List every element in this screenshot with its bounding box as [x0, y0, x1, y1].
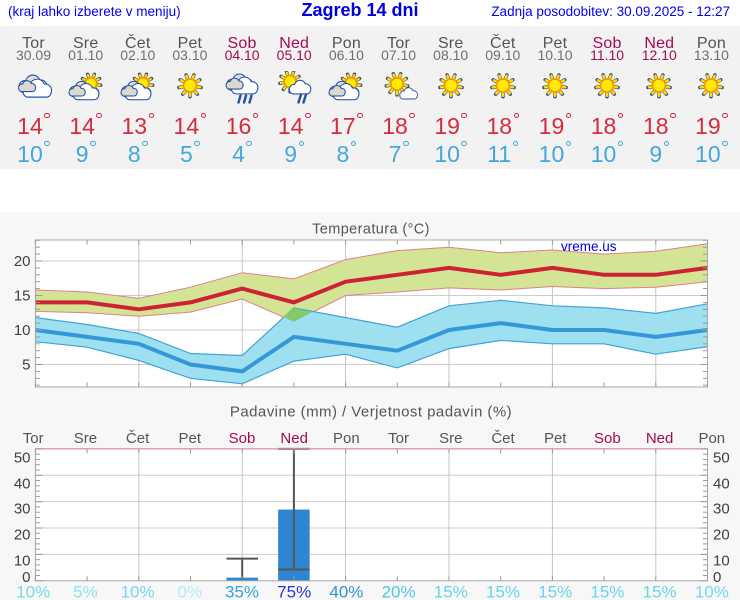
svg-text:0: 0: [22, 569, 30, 586]
svg-text:15%: 15%: [643, 583, 677, 600]
svg-text:Ned: Ned: [646, 430, 674, 447]
svg-text:Pon: Pon: [333, 430, 360, 447]
svg-text:10%: 10%: [16, 583, 50, 600]
svg-text:10: 10: [14, 322, 31, 339]
svg-text:20: 20: [713, 526, 730, 543]
svg-text:20: 20: [14, 253, 31, 270]
svg-text:40%: 40%: [329, 583, 363, 600]
svg-text:Čet: Čet: [491, 430, 515, 447]
svg-text:20%: 20%: [382, 583, 416, 600]
svg-text:0: 0: [713, 569, 721, 586]
svg-text:15%: 15%: [590, 583, 624, 600]
svg-text:Sob: Sob: [594, 430, 621, 447]
svg-text:40: 40: [713, 475, 730, 492]
svg-text:Pon: Pon: [698, 430, 725, 447]
svg-text:0%: 0%: [178, 583, 203, 600]
svg-text:5%: 5%: [73, 583, 98, 600]
svg-text:15%: 15%: [538, 583, 572, 600]
svg-text:15%: 15%: [434, 583, 468, 600]
svg-text:Padavine (mm) / Verjetnost pad: Padavine (mm) / Verjetnost padavin (%): [230, 404, 512, 421]
svg-text:15%: 15%: [486, 583, 520, 600]
svg-text:Pet: Pet: [544, 430, 567, 447]
svg-text:Tor: Tor: [388, 430, 409, 447]
svg-text:20: 20: [14, 526, 31, 543]
svg-text:Pet: Pet: [179, 430, 202, 447]
svg-text:35%: 35%: [225, 583, 259, 600]
svg-text:Sre: Sre: [74, 430, 97, 447]
svg-text:50: 50: [713, 449, 730, 466]
svg-text:10: 10: [713, 552, 730, 569]
svg-text:10: 10: [14, 552, 31, 569]
svg-text:75%: 75%: [277, 583, 311, 600]
svg-text:Tor: Tor: [23, 430, 44, 447]
svg-text:30: 30: [14, 500, 31, 517]
svg-text:10%: 10%: [121, 583, 155, 600]
svg-text:Temperatura (°C): Temperatura (°C): [312, 222, 430, 238]
svg-text:10%: 10%: [695, 583, 729, 600]
svg-text:Sob: Sob: [229, 430, 256, 447]
svg-text:Ned: Ned: [280, 430, 308, 447]
svg-text:Sre: Sre: [439, 430, 462, 447]
svg-text:40: 40: [14, 475, 31, 492]
svg-text:Čet: Čet: [126, 430, 150, 447]
svg-text:15: 15: [14, 288, 31, 305]
svg-text:30: 30: [713, 500, 730, 517]
svg-text:5: 5: [22, 357, 30, 374]
svg-text:50: 50: [14, 449, 31, 466]
svg-text:vreme.us: vreme.us: [561, 239, 617, 254]
